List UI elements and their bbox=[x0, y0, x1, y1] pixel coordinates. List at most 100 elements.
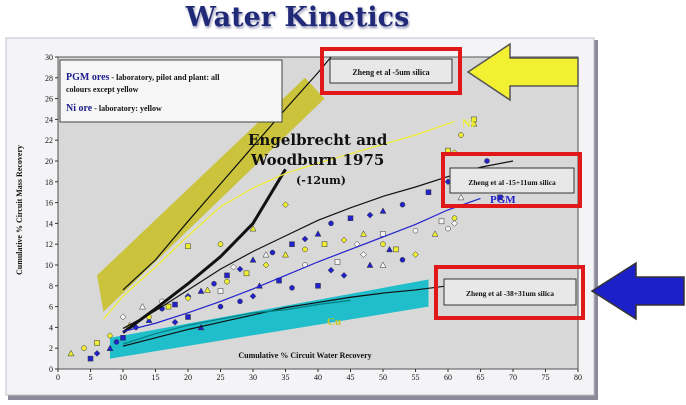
data-point bbox=[314, 230, 322, 237]
data-point bbox=[327, 266, 335, 274]
highlight-band bbox=[110, 279, 429, 359]
y-tick-label: 0 bbox=[49, 365, 53, 374]
data-point bbox=[211, 280, 217, 287]
data-point bbox=[347, 215, 354, 221]
data-point bbox=[120, 335, 126, 341]
series-line bbox=[122, 299, 351, 345]
y-tick-label: 2 bbox=[49, 344, 53, 353]
data-point bbox=[249, 292, 257, 300]
data-point bbox=[93, 350, 101, 357]
y-tick-label: 14 bbox=[45, 219, 53, 228]
svg-text:Ni ore - laboratory: yellow: Ni ore - laboratory: yellow bbox=[66, 103, 162, 114]
data-point bbox=[328, 220, 334, 227]
x-tick-label: 60 bbox=[444, 373, 452, 382]
data-point bbox=[217, 241, 224, 247]
data-point bbox=[380, 241, 386, 247]
y-tick-label: 6 bbox=[49, 303, 53, 312]
callout-zheng-38um: Zheng et al -38+31um silica bbox=[434, 265, 585, 320]
series-line bbox=[103, 120, 455, 320]
legend-pgm-desc: - laboratory, pilot and plant: all bbox=[109, 73, 220, 82]
data-point bbox=[340, 272, 348, 279]
series-label-pgm: PGM bbox=[490, 194, 516, 206]
data-point bbox=[269, 249, 276, 256]
data-point bbox=[431, 230, 439, 237]
data-point bbox=[302, 246, 308, 253]
data-point bbox=[379, 207, 387, 214]
y-tick-label: 24 bbox=[45, 115, 53, 124]
data-point bbox=[366, 261, 374, 268]
data-point bbox=[113, 339, 120, 345]
data-point bbox=[445, 225, 451, 232]
data-point bbox=[204, 286, 211, 293]
data-point bbox=[139, 303, 146, 310]
y-axis-label: Cumulative % Circuit Mass Recovery bbox=[15, 145, 24, 275]
data-point bbox=[262, 261, 270, 269]
data-point bbox=[185, 243, 191, 250]
y-tick-label: 26 bbox=[45, 95, 53, 104]
legend-ni-desc: - laboratory: yellow bbox=[92, 104, 162, 113]
series-label-cu: Cu bbox=[327, 316, 341, 328]
series-line bbox=[122, 56, 332, 291]
engelbrecht-label-line3: (-12um) bbox=[296, 174, 346, 187]
legend-ni-name: Ni ore bbox=[66, 103, 93, 114]
x-tick-label: 30 bbox=[249, 373, 257, 382]
slide-canvas: 0 5 10 15 20 25 30 35 40 45 50 55 60 65 70 75 8002468101… bbox=[5, 37, 685, 400]
series-line bbox=[122, 285, 449, 347]
series-line bbox=[122, 160, 514, 329]
data-point bbox=[184, 294, 192, 302]
data-point bbox=[106, 344, 114, 351]
data-point bbox=[425, 189, 432, 195]
series-label-ni: Ni bbox=[462, 116, 475, 130]
yellow-arrow-icon bbox=[466, 42, 579, 102]
data-point bbox=[185, 314, 191, 320]
data-point bbox=[321, 241, 328, 247]
y-tick-label: 12 bbox=[45, 240, 53, 249]
y-tick-label: 10 bbox=[45, 261, 53, 270]
callout-zheng-15um: Zheng et al -15+11um silica bbox=[441, 152, 582, 208]
data-point bbox=[457, 193, 465, 201]
data-point bbox=[262, 251, 270, 258]
data-point bbox=[106, 332, 114, 340]
data-point bbox=[438, 218, 445, 225]
data-point bbox=[470, 120, 478, 127]
data-points bbox=[67, 116, 503, 362]
slide-title: Water Kinetics bbox=[185, 2, 410, 33]
data-point bbox=[360, 230, 367, 237]
legend-box: PGM ores - laboratory, pilot and plant: … bbox=[59, 59, 283, 123]
data-point bbox=[484, 158, 490, 164]
engelbrecht-label-line1: Engelbrecht and bbox=[248, 131, 388, 149]
callout-zheng-15um-text: Zheng et al -15+11um silica bbox=[468, 178, 556, 187]
data-point bbox=[412, 251, 419, 258]
x-tick-label: 70 bbox=[509, 373, 517, 382]
data-point bbox=[145, 316, 153, 323]
blue-arrow-icon bbox=[590, 261, 685, 321]
data-point bbox=[471, 116, 477, 123]
data-point bbox=[289, 241, 295, 247]
data-point bbox=[243, 270, 250, 277]
x-axis-label: Cumulative % Circuit Water Recovery bbox=[238, 351, 371, 360]
data-point bbox=[360, 251, 367, 258]
series-line bbox=[122, 197, 481, 333]
data-point bbox=[380, 231, 386, 237]
data-point bbox=[81, 345, 87, 351]
callout-zheng-5um-text: Zheng et al -5um silica bbox=[352, 68, 429, 77]
legend-pgm-name: PGM ores bbox=[66, 72, 110, 83]
data-point bbox=[224, 278, 230, 285]
x-tick-label: 10 bbox=[119, 373, 127, 382]
data-point bbox=[224, 272, 230, 279]
data-point bbox=[197, 287, 205, 294]
data-point bbox=[165, 303, 172, 310]
data-point bbox=[249, 256, 257, 263]
x-tick-label: 55 bbox=[412, 373, 420, 382]
y-tick-label: 4 bbox=[49, 323, 53, 332]
x-tick-label: 65 bbox=[477, 373, 485, 382]
x-tick-label: 75 bbox=[542, 373, 550, 382]
data-point bbox=[94, 340, 100, 346]
callout-zheng-5um: Zheng et al -5um silica bbox=[320, 47, 462, 95]
data-point bbox=[282, 201, 289, 209]
data-point bbox=[393, 246, 399, 253]
data-point bbox=[379, 261, 387, 268]
data-point bbox=[334, 259, 341, 265]
data-point bbox=[340, 236, 348, 244]
y-tick-label: 16 bbox=[45, 199, 53, 208]
